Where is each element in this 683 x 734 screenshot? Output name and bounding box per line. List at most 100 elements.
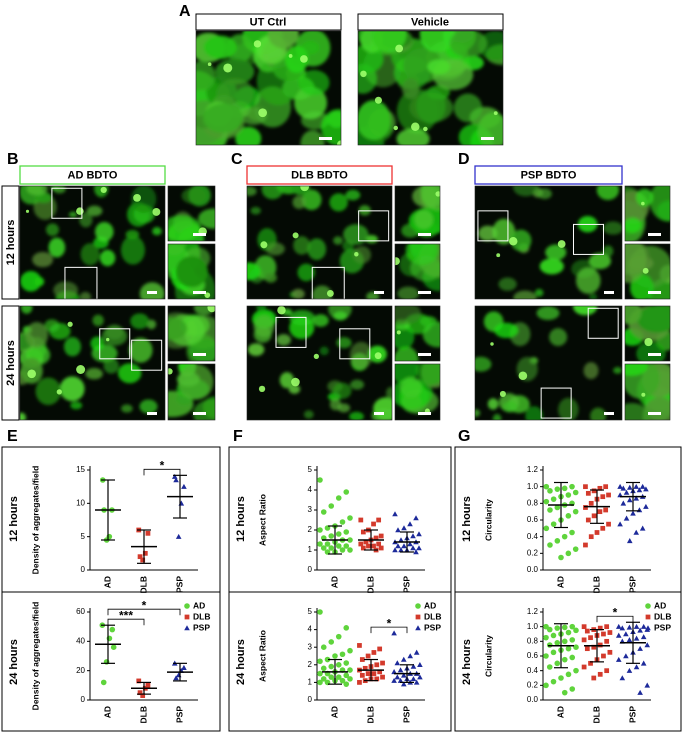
cell	[20, 270, 42, 292]
aggregate	[493, 111, 498, 116]
aggregate	[253, 40, 262, 48]
cell	[53, 186, 66, 194]
cell	[613, 366, 622, 374]
point	[413, 649, 420, 655]
point	[561, 689, 568, 696]
point	[397, 667, 404, 673]
point	[645, 625, 651, 631]
point	[339, 547, 346, 553]
point	[604, 638, 610, 644]
point	[374, 676, 380, 682]
aggregate	[354, 252, 359, 257]
image-frame	[246, 185, 393, 300]
point	[320, 509, 327, 515]
scale-bar	[418, 412, 431, 415]
point	[565, 645, 572, 652]
cell	[657, 200, 670, 222]
aggregate	[490, 342, 494, 346]
point	[391, 677, 397, 683]
point	[637, 689, 643, 695]
legend-label: PSP	[654, 622, 671, 632]
aggregate	[288, 54, 293, 58]
point	[588, 534, 594, 540]
inset-box	[131, 339, 163, 371]
cell	[333, 236, 343, 245]
point	[620, 485, 627, 491]
cell	[410, 255, 440, 282]
cell	[59, 376, 85, 402]
image-frame	[357, 30, 504, 146]
cell	[590, 407, 607, 420]
aggregate	[133, 193, 141, 202]
point	[343, 681, 350, 687]
panel-letter: F	[233, 428, 243, 445]
scale-bar	[418, 353, 431, 356]
point	[328, 545, 335, 551]
y-tick-label: 0	[81, 565, 86, 574]
cells	[20, 306, 158, 420]
point	[410, 676, 417, 682]
cell	[603, 221, 622, 235]
image-frame	[624, 305, 671, 362]
x-tick-label: DLB	[138, 576, 148, 593]
aggregate	[258, 385, 266, 393]
point	[626, 667, 633, 673]
cell	[602, 245, 614, 257]
aggregate	[557, 240, 566, 248]
scale-bar	[481, 137, 494, 140]
aggregate	[100, 186, 107, 194]
image-frame	[624, 243, 671, 300]
point	[328, 503, 335, 509]
point	[359, 657, 365, 662]
scale-bar	[374, 291, 384, 294]
point	[347, 547, 353, 553]
significance-label: ***	[119, 608, 133, 622]
legend-label: AD	[654, 600, 666, 610]
inset-box	[540, 387, 572, 419]
image-frame	[624, 185, 671, 242]
point	[100, 679, 107, 686]
cell	[298, 69, 330, 96]
point	[371, 543, 376, 549]
point	[597, 485, 603, 491]
image-frame	[167, 243, 216, 300]
y-tick-label: 15	[76, 465, 85, 474]
image-header-label: PSP BDTO	[521, 169, 577, 181]
aggregate	[25, 209, 30, 213]
cell	[312, 314, 329, 327]
point	[358, 517, 364, 523]
point	[617, 521, 623, 527]
image-frame	[474, 305, 623, 421]
cell	[350, 379, 365, 390]
cell	[177, 364, 214, 400]
cell	[131, 186, 157, 213]
micrograph	[20, 186, 165, 299]
y-tick-label: 40	[76, 636, 85, 645]
point	[407, 541, 413, 547]
cell	[253, 326, 272, 343]
point	[543, 498, 550, 505]
point	[623, 653, 629, 659]
cell	[291, 288, 305, 299]
point	[413, 679, 420, 685]
point	[597, 625, 603, 631]
point	[615, 632, 622, 638]
point	[572, 489, 579, 496]
y-tick-label: 10	[76, 498, 85, 507]
legend-label: PSP	[424, 622, 441, 632]
scale-bar	[374, 412, 384, 415]
point	[173, 675, 179, 681]
scale-bar	[193, 412, 206, 415]
aggregate	[360, 70, 367, 78]
aggregate	[641, 201, 645, 206]
cell	[267, 31, 299, 49]
point	[328, 674, 335, 680]
panel-letter: D	[458, 151, 470, 168]
x-tick-label: DLB	[365, 706, 375, 723]
micrograph	[247, 306, 392, 420]
point	[394, 660, 401, 666]
cells	[395, 306, 440, 361]
cell	[70, 401, 83, 410]
